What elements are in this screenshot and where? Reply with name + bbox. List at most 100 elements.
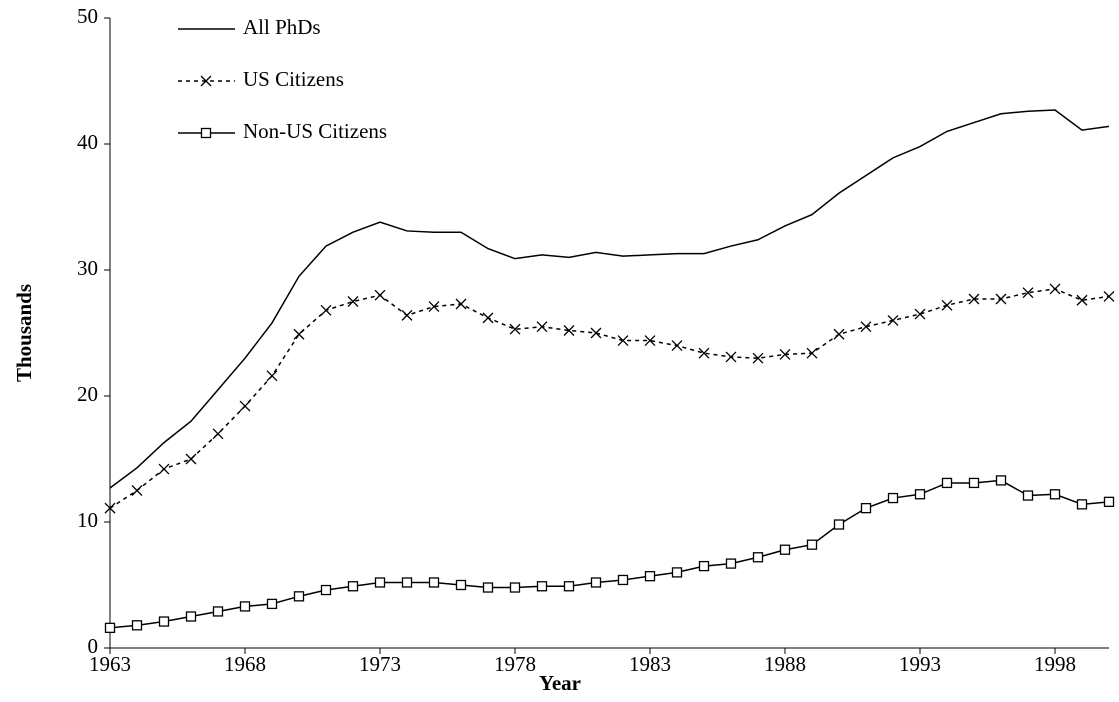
marker-x — [698, 347, 710, 359]
marker — [1076, 499, 1088, 510]
marker-x — [779, 348, 791, 360]
marker-x — [200, 75, 212, 87]
marker — [995, 475, 1007, 486]
marker-x — [671, 340, 683, 352]
marker — [860, 321, 872, 333]
marker — [401, 577, 413, 588]
marker — [698, 347, 710, 359]
marker — [131, 620, 143, 631]
marker — [779, 348, 791, 360]
marker-x — [1049, 283, 1061, 295]
marker — [1103, 291, 1115, 302]
legend-label: Non-US Citizens — [243, 119, 387, 143]
marker — [536, 321, 548, 333]
marker — [644, 571, 656, 582]
marker-x — [212, 428, 224, 440]
marker-x — [644, 335, 656, 347]
marker — [1022, 490, 1034, 501]
marker — [1049, 283, 1061, 295]
marker — [482, 582, 494, 593]
marker — [968, 293, 980, 305]
marker-x — [239, 400, 251, 412]
marker — [428, 577, 440, 588]
x-tick-label: 1963 — [89, 652, 131, 676]
marker — [239, 601, 251, 612]
marker-x — [617, 335, 629, 347]
x-tick-label: 1968 — [224, 652, 266, 676]
marker — [671, 567, 683, 578]
marker — [833, 328, 845, 340]
x-tick-label: 1983 — [629, 652, 671, 676]
marker-x — [320, 304, 332, 316]
x-tick-label: 1993 — [899, 652, 941, 676]
marker-x — [1103, 291, 1115, 302]
marker — [671, 340, 683, 352]
marker — [293, 591, 305, 602]
marker — [482, 312, 494, 324]
x-axis-label: Year — [539, 671, 581, 695]
marker — [104, 622, 116, 633]
marker-x — [185, 453, 197, 465]
x-tick-label: 1973 — [359, 652, 401, 676]
marker-x — [509, 323, 521, 335]
marker — [200, 75, 212, 87]
marker — [617, 574, 629, 586]
y-tick-label: 20 — [77, 382, 98, 406]
marker-x — [482, 312, 494, 324]
marker — [563, 325, 575, 336]
marker-x — [401, 309, 413, 321]
marker — [887, 492, 899, 504]
marker — [806, 347, 818, 359]
marker-x — [374, 289, 386, 301]
marker — [1049, 489, 1061, 500]
marker — [131, 485, 143, 496]
marker — [725, 351, 737, 363]
marker — [968, 477, 980, 489]
marker — [914, 308, 926, 320]
marker-x — [347, 296, 359, 307]
marker — [104, 502, 116, 514]
marker-x — [995, 293, 1007, 305]
marker — [941, 477, 953, 489]
legend-label: All PhDs — [243, 15, 321, 39]
marker — [806, 539, 818, 550]
marker — [698, 560, 710, 572]
marker — [266, 598, 278, 610]
marker — [320, 304, 332, 316]
marker-x — [104, 502, 116, 514]
legend-label: US Citizens — [243, 67, 344, 91]
marker — [428, 301, 440, 312]
x-tick-label: 1998 — [1034, 652, 1076, 676]
marker-x — [563, 325, 575, 336]
marker — [158, 616, 170, 627]
series-line — [109, 479, 1110, 629]
marker — [347, 581, 359, 592]
marker-x — [428, 301, 440, 312]
marker — [455, 298, 467, 310]
marker-x — [752, 352, 764, 364]
series-line — [109, 288, 1110, 509]
marker — [158, 463, 170, 475]
marker — [509, 323, 521, 335]
marker-x — [131, 485, 143, 496]
marker — [725, 558, 737, 569]
marker — [401, 309, 413, 321]
marker-x — [833, 328, 845, 340]
marker-x — [1022, 287, 1034, 299]
marker-x — [455, 298, 467, 310]
marker — [1076, 294, 1088, 306]
marker — [590, 327, 602, 339]
marker-x — [860, 321, 872, 333]
marker — [833, 519, 845, 530]
marker-x — [266, 370, 278, 382]
marker-x — [806, 347, 818, 359]
marker — [509, 582, 521, 593]
marker — [644, 335, 656, 347]
marker-x — [536, 321, 548, 333]
marker — [347, 296, 359, 307]
marker — [185, 611, 197, 622]
x-tick-label: 1988 — [764, 652, 806, 676]
marker — [239, 400, 251, 412]
marker — [617, 335, 629, 347]
